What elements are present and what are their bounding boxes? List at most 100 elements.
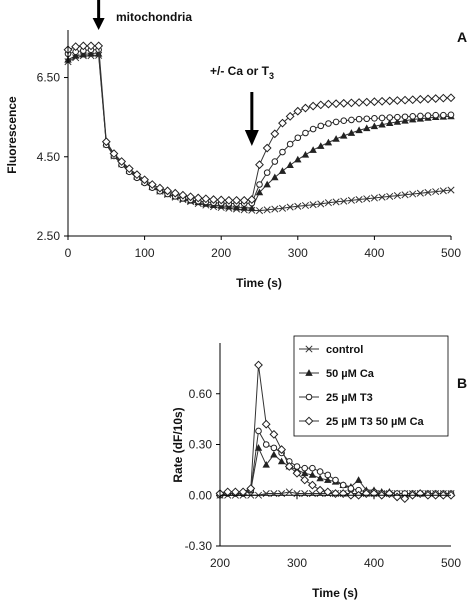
data-point: [240, 204, 248, 211]
data-point: [292, 468, 302, 478]
data-point: [309, 464, 316, 472]
data-point: [286, 203, 294, 211]
data-point: [401, 116, 409, 124]
data-point: [301, 150, 310, 158]
data-point: [300, 475, 310, 485]
data-point: [347, 98, 356, 108]
y-tick-label: 0.00: [189, 488, 213, 502]
data-point: [71, 42, 81, 52]
data-point: [278, 118, 287, 128]
data-point: [255, 188, 264, 196]
data-point: [317, 122, 325, 130]
data-point: [256, 181, 263, 188]
y-tick-label: 2.50: [37, 229, 61, 243]
data-point: [278, 204, 287, 212]
data-point: [147, 180, 157, 189]
panel-a-x-axis-label: Time (s): [236, 276, 282, 290]
data-point: [393, 118, 402, 125]
data-point: [362, 97, 372, 107]
mitochondria-arrow: [92, 0, 105, 30]
data-point: [439, 187, 447, 195]
data-point: [247, 195, 257, 204]
data-point: [392, 96, 402, 105]
data-point: [307, 480, 317, 490]
data-point: [347, 196, 355, 204]
data-point: [417, 112, 424, 120]
data-point: [438, 93, 448, 103]
legend-entry-t3: 25 µM T3: [299, 392, 373, 404]
data-point: [87, 49, 95, 57]
data-point: [416, 189, 424, 197]
data-point: [263, 169, 271, 176]
data-point: [294, 202, 302, 210]
data-point: [401, 113, 409, 121]
data-point: [363, 115, 371, 123]
legend-entry-ca: 50 µM Ca: [299, 368, 375, 380]
data-point: [216, 195, 226, 205]
legend-label: 50 µM Ca: [326, 368, 375, 380]
y-tick-label: 0.30: [189, 438, 213, 452]
data-point: [309, 146, 317, 153]
data-point: [409, 190, 417, 198]
data-point: [378, 114, 386, 122]
data-point: [386, 119, 394, 126]
legend-label: 25 µM T3 50 µM Ca: [326, 416, 425, 428]
data-point: [447, 186, 455, 194]
data-point: [86, 41, 96, 51]
data-point: [363, 195, 371, 203]
data-point: [308, 101, 318, 111]
panel-b-y-axis-label: Rate (dF/10s): [171, 407, 185, 482]
data-point: [378, 120, 386, 128]
data-point: [340, 131, 348, 139]
data-point: [262, 460, 270, 468]
data-point: [254, 360, 263, 370]
data-point: [279, 148, 286, 156]
data-point: [294, 134, 302, 142]
data-point: [270, 450, 278, 458]
data-point: [117, 157, 127, 166]
data-point: [324, 138, 333, 146]
data-point: [285, 111, 295, 121]
data-point: [424, 188, 432, 196]
data-point: [394, 113, 401, 121]
data-point: [178, 190, 188, 200]
legend-label: 25 µM T3: [326, 392, 373, 404]
data-point: [285, 488, 293, 496]
data-point: [446, 93, 456, 103]
legend-marker: [304, 416, 314, 426]
data-point: [400, 95, 410, 105]
data-point: [109, 149, 119, 159]
data-point: [316, 100, 326, 110]
data-point: [302, 129, 309, 137]
data-point: [140, 175, 150, 185]
data-point: [186, 192, 195, 202]
data-point: [400, 494, 410, 504]
data-point: [255, 207, 264, 215]
data-point: [324, 476, 332, 483]
data-point: [332, 476, 339, 484]
data-point: [239, 195, 249, 205]
data-point: [301, 201, 310, 210]
data-point: [132, 170, 142, 180]
series-line-t3: [219, 429, 451, 496]
data-point: [431, 94, 441, 103]
data-point: [386, 192, 394, 200]
data-point: [369, 97, 379, 107]
data-point: [378, 193, 386, 201]
data-point: [347, 129, 356, 136]
legend-marker: [305, 393, 313, 401]
data-point: [224, 195, 234, 205]
legend-marker: [305, 369, 313, 376]
data-point: [370, 122, 379, 130]
data-point: [447, 111, 455, 119]
data-point: [377, 96, 387, 106]
data-point: [309, 201, 317, 209]
data-point: [101, 137, 111, 147]
data-point: [255, 427, 262, 435]
data-point: [409, 113, 417, 120]
data-point: [316, 474, 324, 482]
panel-a-y-axis-label: Fluorescence: [5, 96, 19, 174]
data-point: [315, 485, 325, 495]
data-point: [277, 457, 286, 465]
data-point: [401, 191, 409, 199]
